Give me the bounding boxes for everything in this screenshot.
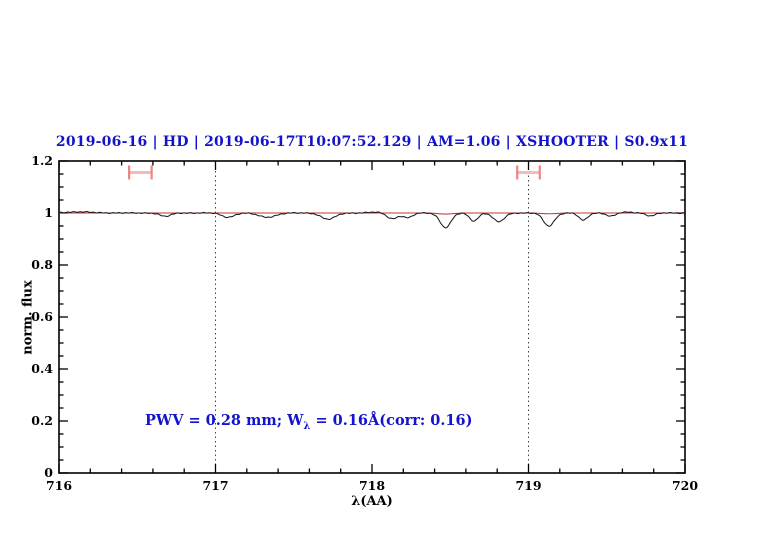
y-tick-label: 0 bbox=[44, 465, 53, 480]
x-tick-label: 719 bbox=[515, 478, 542, 493]
y-tick-label: 0.6 bbox=[31, 309, 53, 324]
y-axis-title: norm. flux bbox=[20, 280, 36, 355]
y-tick-label: 1.2 bbox=[31, 153, 53, 168]
pwv-annotation-part1: PWV = 0.28 mm; W bbox=[145, 412, 304, 429]
y-tick-label: 0.4 bbox=[31, 361, 53, 376]
x-tick-label: 717 bbox=[202, 478, 229, 493]
y-tick-label: 0.2 bbox=[31, 413, 53, 428]
y-tick-label: 0.8 bbox=[31, 257, 53, 272]
pwv-annotation-lambda-subscript: λ bbox=[303, 421, 311, 432]
telluric-model-line bbox=[59, 212, 685, 215]
plot-title: 2019-06-16 | HD | 2019-06-17T10:07:52.12… bbox=[55, 134, 689, 150]
x-tick-label: 718 bbox=[358, 478, 386, 493]
pwv-annotation-part2: = 0.16Å(corr: 0.16) bbox=[310, 412, 473, 429]
observed-spectrum-line bbox=[58, 210, 686, 229]
y-tick-label: 1 bbox=[44, 205, 53, 220]
x-tick-label: 716 bbox=[45, 478, 73, 493]
pwv-annotation: PWV = 0.28 mm; Wλ = 0.16Å(corr: 0.16) bbox=[145, 412, 472, 432]
x-axis-title: λ(AA) bbox=[351, 494, 393, 509]
x-tick-label: 720 bbox=[671, 478, 699, 493]
